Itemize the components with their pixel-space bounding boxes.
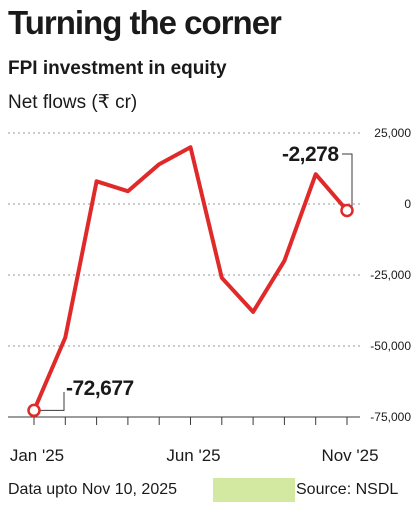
annotation-leader: [342, 153, 353, 211]
annotated-point: [340, 203, 354, 218]
x-tick-label: Jan '25: [10, 446, 64, 465]
y-tick-label: 25,000: [374, 126, 411, 140]
series: [32, 145, 349, 413]
y-tick-label: -75,000: [370, 410, 411, 424]
source-credit: Source: NSDL: [296, 481, 399, 498]
x-axis: Jan '25 Jun '25 Nov '25: [8, 416, 379, 465]
x-tick-label: Nov '25: [321, 446, 378, 465]
footer: Data upto Nov 10, 2025 Source: NSDL: [0, 478, 420, 504]
x-tick-label: Jun '25: [166, 446, 220, 465]
y-tick-label: -50,000: [370, 339, 411, 353]
line-chart: 25,000 0 -25,000 -50,000 -75,000 Jan '25 Jun …: [8, 126, 411, 465]
series-line: [32, 145, 349, 413]
annotation-leaders: [34, 153, 353, 411]
highlight-bar: [213, 478, 295, 502]
annotation-labels: -72,677 -2,278: [66, 143, 340, 400]
chart-subtitle: FPI investment in equity: [8, 58, 227, 79]
data-note: Data upto Nov 10, 2025: [8, 481, 178, 498]
y-axis-tick-labels: 25,000 0 -25,000 -50,000 -75,000: [370, 126, 411, 424]
annotation-label: -72,677: [66, 377, 134, 400]
annotation-label: -2,278: [282, 143, 339, 166]
y-tick-label: 0: [404, 197, 411, 211]
grid-lines: [8, 132, 360, 347]
unit-label: Net flows (₹ cr): [8, 92, 138, 113]
annotated-points: [27, 203, 354, 418]
y-tick-label: -25,000: [370, 268, 411, 282]
chart-title: Turning the corner: [8, 4, 282, 41]
annotated-point: [27, 403, 41, 418]
annotation-leader: [34, 392, 65, 411]
